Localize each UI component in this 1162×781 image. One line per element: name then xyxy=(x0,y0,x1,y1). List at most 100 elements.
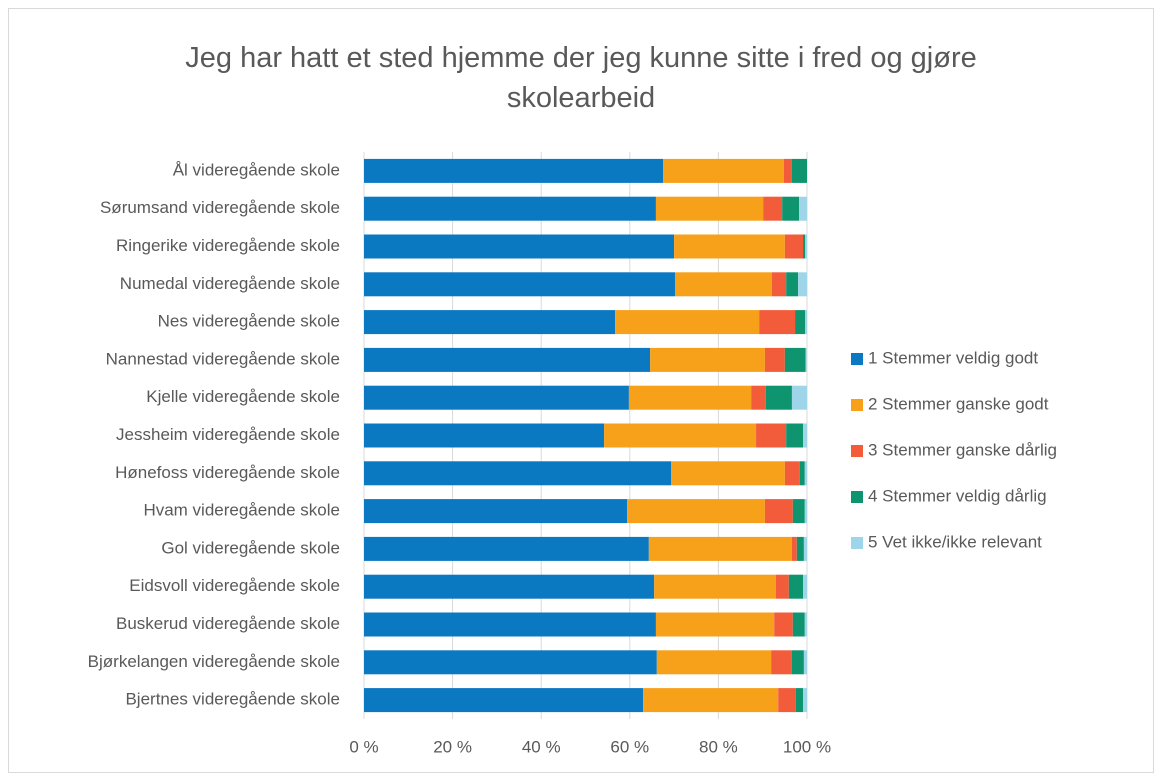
legend-swatch xyxy=(851,445,863,457)
bar-segment xyxy=(364,234,675,259)
bar-segment xyxy=(803,423,807,448)
bar-segment xyxy=(764,499,793,524)
y-tick-label: Kjelle videregående skole xyxy=(146,387,340,406)
y-tick-label: Nannestad videregående skole xyxy=(106,349,340,368)
bar-segment xyxy=(792,499,805,524)
bar-segment xyxy=(364,158,664,183)
bar-segment xyxy=(364,612,656,637)
bar-segment xyxy=(615,310,760,335)
bar-segment xyxy=(803,574,807,599)
chart-title: Jeg har hatt et sted hjemme der jeg kunn… xyxy=(185,42,977,114)
legend-swatch xyxy=(851,491,863,503)
bar-segment xyxy=(786,272,799,297)
y-tick-label: Eidsvoll videregående skole xyxy=(129,576,340,595)
bar-segment xyxy=(764,347,785,372)
bar-segment xyxy=(670,461,785,486)
y-tick-label: Jessheim videregående skole xyxy=(116,425,340,444)
bar-segment xyxy=(791,158,807,183)
bar-segment xyxy=(804,461,807,486)
bar-segment xyxy=(775,574,789,599)
bar-segment xyxy=(759,310,796,335)
bar-segment xyxy=(364,688,644,713)
y-tick-label: Ringerike videregående skole xyxy=(116,236,340,255)
legend-label: 2 Stemmer ganske godt xyxy=(868,394,1049,413)
x-tick-label: 0 % xyxy=(349,737,378,756)
x-tick-label: 60 % xyxy=(610,737,649,756)
bar-segment xyxy=(791,385,807,410)
bar-segment xyxy=(803,536,807,561)
y-tick-label: Hønefoss videregående skole xyxy=(115,463,340,482)
bar-segment xyxy=(778,688,796,713)
bar-segment xyxy=(784,461,800,486)
bar-segment xyxy=(643,688,779,713)
x-tick-label: 40 % xyxy=(522,737,561,756)
bar-segment xyxy=(674,234,785,259)
legend-swatch xyxy=(851,537,863,549)
legend-label: 1 Stemmer veldig godt xyxy=(868,348,1038,367)
bar-segment xyxy=(783,158,792,183)
legend-label: 4 Stemmer veldig dårlig xyxy=(868,486,1047,505)
bar-segment xyxy=(364,423,605,448)
bar-segment xyxy=(771,650,792,675)
y-tick-label: Sørumsand videregående skole xyxy=(100,198,340,217)
y-tick-label: Ål videregående skole xyxy=(173,160,340,179)
bar-segment xyxy=(792,612,805,637)
y-tick-label: Bjertnes videregående skole xyxy=(125,690,340,709)
bar-segment xyxy=(805,347,807,372)
bar-segment xyxy=(756,423,787,448)
bar-segment xyxy=(786,423,804,448)
bar-segment xyxy=(364,385,629,410)
bar-segment xyxy=(655,196,764,221)
legend-label: 5 Vet ikke/ikke relevant xyxy=(868,532,1042,551)
bar-segment xyxy=(751,385,766,410)
bar-segment xyxy=(774,612,793,637)
bar-segment xyxy=(796,536,804,561)
bar-segment xyxy=(364,499,628,524)
y-tick-label: Gol videregående skole xyxy=(161,538,340,557)
legend-swatch xyxy=(851,399,863,411)
bar-segment xyxy=(364,196,656,221)
bar-segment xyxy=(795,688,804,713)
bar-segment xyxy=(765,385,792,410)
y-tick-label: Nes videregående skole xyxy=(158,312,340,331)
bar-segment xyxy=(788,574,804,599)
bar-segment xyxy=(364,536,649,561)
bar-segment xyxy=(803,688,807,713)
bar-segment xyxy=(805,310,807,335)
bar-segment xyxy=(784,234,804,259)
bar-segment xyxy=(803,234,806,259)
bar-segment xyxy=(654,574,776,599)
x-tick-label: 80 % xyxy=(699,737,738,756)
bar-segment xyxy=(803,650,807,675)
bar-segment xyxy=(805,234,807,259)
legend-label: 3 Stemmer ganske dårlig xyxy=(868,440,1057,459)
bar-segment xyxy=(648,536,792,561)
bar-segment xyxy=(798,272,807,297)
y-tick-label: Bjørkelangen videregående skole xyxy=(88,652,340,671)
bar-segment xyxy=(799,461,805,486)
bar-segment xyxy=(364,650,657,675)
bar-segment xyxy=(364,461,671,486)
bar-segment xyxy=(628,385,752,410)
bar-segment xyxy=(772,272,787,297)
bar-segment xyxy=(364,574,655,599)
bar-segment xyxy=(627,499,765,524)
y-tick-label: Numedal videregående skole xyxy=(120,274,340,293)
bar-segment xyxy=(663,158,784,183)
bar-segment xyxy=(655,612,775,637)
y-tick-label: Buskerud videregående skole xyxy=(116,614,340,633)
bar-segment xyxy=(799,196,807,221)
x-tick-label: 100 % xyxy=(783,737,831,756)
bar-segment xyxy=(364,272,675,297)
bar-segment xyxy=(364,310,616,335)
bar-segment xyxy=(364,347,651,372)
bar-segment xyxy=(650,347,765,372)
bar-segment xyxy=(656,650,772,675)
bar-segment xyxy=(784,347,806,372)
bar-segment xyxy=(804,499,807,524)
bar-segment xyxy=(674,272,773,297)
bar-segment xyxy=(795,310,806,335)
bar-segment xyxy=(804,612,807,637)
bar-segment xyxy=(791,536,797,561)
